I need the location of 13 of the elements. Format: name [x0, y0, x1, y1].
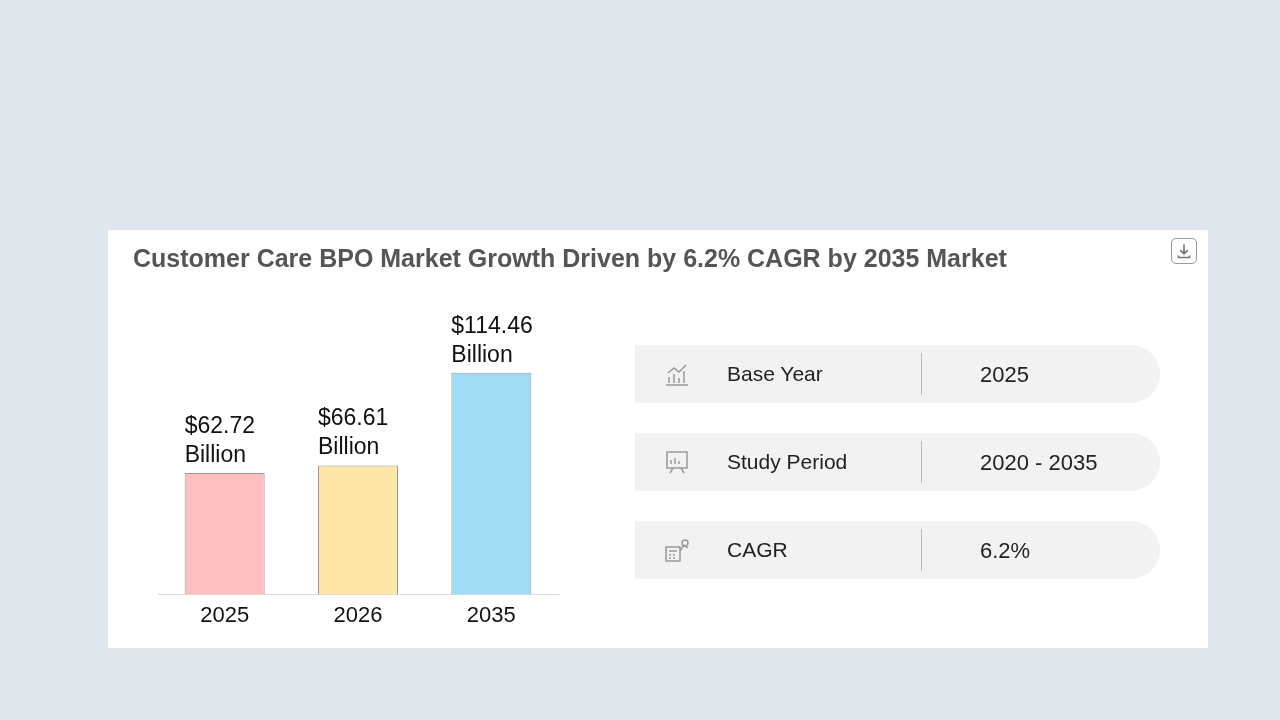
- data-label: $62.72 Billion: [184, 411, 256, 467]
- text: CAGR: [727, 538, 788, 562]
- x-tick-label: 2026: [333, 601, 383, 627]
- text: Base Year: [727, 362, 823, 386]
- x-tick-label: 2035: [466, 601, 516, 627]
- text: 2025: [980, 362, 1029, 388]
- data-label: $114.46 Billion: [451, 311, 533, 367]
- x-tick-label: 2025: [200, 601, 250, 627]
- text: 2020 - 2035: [980, 450, 1098, 476]
- text: Study Period: [727, 450, 848, 474]
- data-label: $66.61 Billion: [318, 404, 389, 460]
- text: 6.2%: [980, 538, 1031, 564]
- chart-title: Customer Care BPO Market Growth Driven by 6.2% CAGR by 2035 Market: [133, 244, 1007, 273]
